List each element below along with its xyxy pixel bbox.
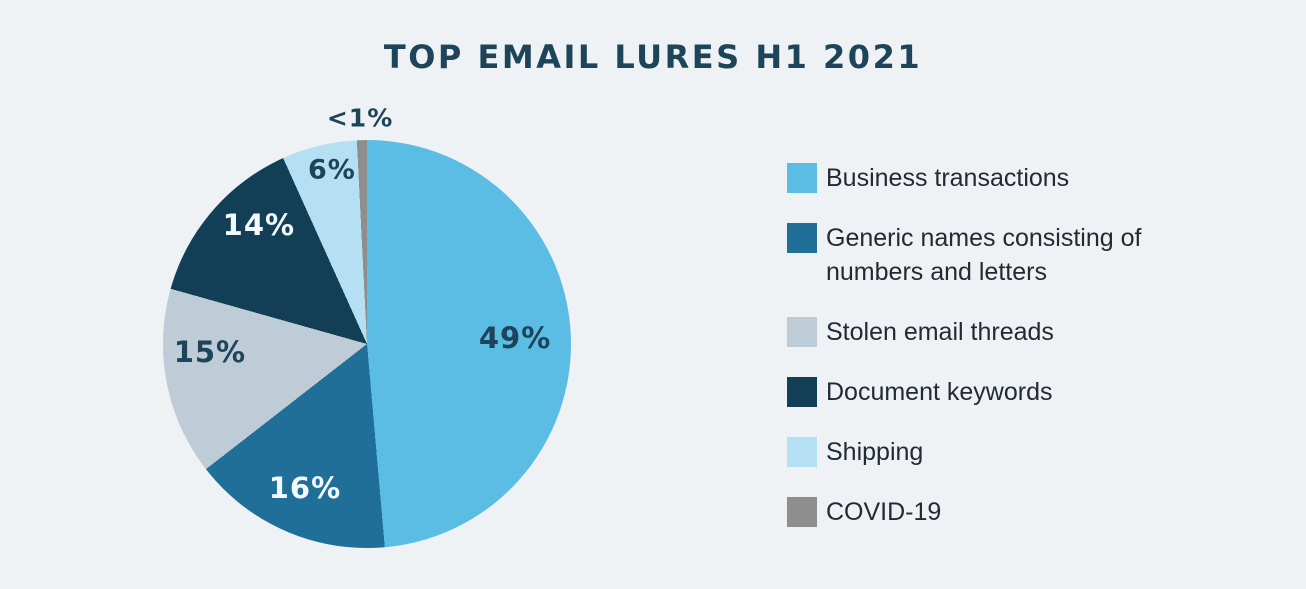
slice-label: 6% — [307, 154, 356, 186]
chart-title: TOP EMAIL LURES H1 2021 — [383, 38, 923, 76]
legend-swatch — [787, 377, 817, 407]
legend-label: Stolen email threads — [826, 318, 1054, 346]
legend-item: Business transactions — [787, 161, 1187, 195]
legend-swatch — [787, 317, 817, 347]
slice-label: 16% — [268, 471, 342, 506]
legend-label: Generic names consisting of numbers and … — [826, 224, 1142, 286]
legend-item: Document keywords — [787, 375, 1187, 409]
legend-label: Document keywords — [826, 378, 1053, 406]
pie-chart: 49% 16% 15% 14% 6% <1% — [163, 103, 571, 548]
legend-item: Stolen email threads — [787, 315, 1187, 349]
legend-swatch — [787, 223, 817, 253]
slice-label: <1% — [326, 103, 394, 133]
legend-swatch — [787, 437, 817, 467]
legend-item: COVID-19 — [787, 495, 1187, 529]
legend-item: Shipping — [787, 435, 1187, 469]
legend-label: Business transactions — [826, 164, 1070, 192]
legend-swatch — [787, 497, 817, 527]
legend-swatch — [787, 163, 817, 193]
slice-label: 15% — [173, 335, 247, 370]
legend-label: COVID-19 — [826, 498, 942, 526]
legend-item: Generic names consisting of numbers and … — [787, 221, 1187, 289]
legend-label: Shipping — [826, 438, 924, 466]
legend: Business transactions Generic names consi… — [787, 161, 1187, 529]
slice-label: 49% — [478, 320, 552, 355]
pie-circle — [163, 140, 571, 548]
slice-label: 14% — [222, 207, 296, 242]
